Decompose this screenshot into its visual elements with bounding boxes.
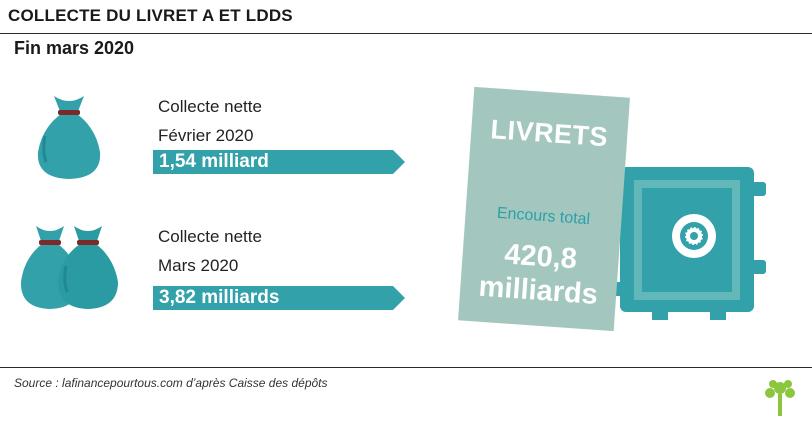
- item-1-line2: Février 2020: [158, 126, 254, 145]
- item-2-line2: Mars 2020: [158, 256, 239, 275]
- money-bag-icon: [32, 92, 106, 187]
- tree-logo-icon: [760, 378, 800, 421]
- card-subtitle: Encours total: [496, 204, 591, 229]
- header-divider: [0, 33, 812, 34]
- card-title: LIVRETS: [489, 114, 609, 153]
- source-note: Source : lafinancepourtous.com d’après C…: [14, 376, 328, 390]
- page-title: COLLECTE DU LIVRET A ET LDDS: [8, 6, 293, 25]
- footer-divider: [0, 367, 812, 368]
- amount-march: 3,82 milliards: [159, 287, 280, 308]
- amount-banner-february: 1,54 milliard: [153, 150, 405, 174]
- livrets-card: LIVRETS Encours total 420,8 milliards: [458, 86, 630, 332]
- page-subtitle: Fin mars 2020: [14, 38, 135, 58]
- amount-february: 1,54 milliard: [159, 151, 269, 172]
- item-label-march: Collecte nette Mars 2020: [158, 222, 262, 280]
- item-1-line1: Collecte nette: [158, 97, 262, 116]
- safe-icon: [606, 164, 782, 327]
- card-total: 420,8 milliards: [459, 234, 619, 313]
- amount-banner-march: 3,82 milliards: [153, 286, 405, 310]
- item-label-february: Collecte nette Février 2020: [158, 92, 262, 150]
- item-2-line1: Collecte nette: [158, 227, 262, 246]
- money-bags-icon: [18, 220, 134, 317]
